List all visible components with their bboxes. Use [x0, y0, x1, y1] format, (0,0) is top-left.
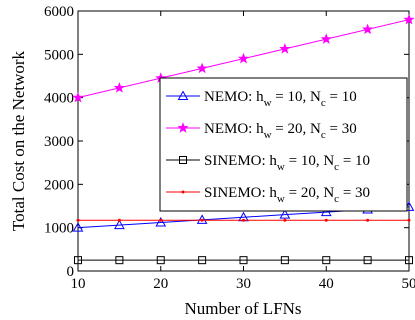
legend-entry: NEMO: hw = 10, Nc = 10 — [166, 89, 357, 109]
data-point — [363, 256, 372, 265]
legend-label: SINEMO: hw = 10, Nc = 10 — [204, 153, 370, 173]
data-point — [407, 218, 411, 222]
legend-text-part: SINEMO: h — [204, 153, 277, 169]
data-point — [196, 214, 208, 224]
data-point — [115, 256, 124, 265]
data-point — [159, 218, 163, 222]
data-point — [403, 13, 415, 25]
data-point — [237, 52, 250, 64]
data-point — [320, 33, 332, 44]
legend-text-part: = 30 — [339, 185, 370, 201]
legend-subscript: w — [264, 97, 272, 109]
data-point — [72, 222, 84, 232]
data-point — [117, 218, 121, 222]
legend-swatch-marker — [179, 156, 187, 164]
y-axis-label: Total Cost on the Network — [9, 50, 28, 231]
legend-swatch-marker — [177, 90, 189, 100]
data-point — [283, 218, 287, 222]
data-point — [239, 256, 248, 265]
legend-label: NEMO: hw = 20, Nc = 30 — [204, 121, 357, 141]
legend-text-part: = 20, N — [272, 121, 321, 137]
data-point — [155, 216, 167, 227]
data-point — [279, 43, 291, 54]
x-tick-label: 20 — [153, 276, 168, 292]
legend-text-part: = 30 — [326, 121, 357, 137]
legend-text-part: = 10, N — [272, 89, 321, 105]
legend-text-part: NEMO: h — [204, 89, 264, 105]
data-point — [280, 256, 289, 265]
data-point — [242, 218, 245, 222]
legend-entry: SINEMO: hw = 10, Nc = 10 — [166, 153, 370, 173]
data-point — [366, 218, 370, 222]
data-point — [74, 256, 82, 265]
legend-subscript: c — [334, 193, 339, 205]
data-point — [362, 23, 374, 35]
data-point — [200, 218, 204, 222]
legend-text-part: SINEMO: h — [204, 185, 277, 201]
data-point — [322, 256, 331, 265]
legend-subscript: w — [277, 161, 285, 173]
legend-text-part: = 20, N — [285, 185, 334, 201]
series-4 — [76, 218, 411, 222]
y-tick-label: 2000 — [44, 177, 74, 193]
x-axis-label: Number of LFNs — [184, 299, 301, 318]
data-point — [156, 256, 165, 265]
y-tick-label: 0 — [67, 264, 75, 280]
y-tick-label: 6000 — [44, 4, 74, 20]
legend-text-part: = 10, N — [285, 153, 334, 169]
legend-label: NEMO: hw = 10, Nc = 10 — [204, 89, 357, 109]
legend-subscript: w — [264, 129, 272, 141]
y-tick-label: 5000 — [44, 47, 74, 63]
data-point — [279, 209, 291, 219]
data-point — [113, 82, 125, 93]
series-2 — [72, 13, 415, 103]
legend-subscript: c — [321, 129, 326, 141]
legend-subscript: c — [321, 97, 326, 109]
data-point — [405, 256, 413, 265]
x-tick-label: 30 — [236, 276, 251, 292]
x-tick-label: 10 — [71, 276, 86, 292]
legend-entry: NEMO: hw = 20, Nc = 30 — [166, 121, 357, 141]
data-point — [198, 256, 207, 265]
x-tick-label: 40 — [319, 276, 334, 292]
legend-subscript: w — [277, 193, 285, 205]
data-point — [76, 218, 80, 222]
y-tick-label: 4000 — [44, 91, 74, 107]
legend-swatch-marker — [177, 122, 189, 133]
legend-box — [159, 77, 408, 212]
data-point — [320, 206, 332, 217]
data-point — [114, 219, 125, 230]
legend-text-part: NEMO: h — [204, 121, 264, 137]
legend-label: SINEMO: hw = 20, Nc = 30 — [204, 185, 370, 205]
data-point — [196, 62, 208, 74]
data-point — [324, 218, 328, 222]
y-tick-label: 3000 — [44, 134, 74, 150]
y-tick-label: 1000 — [44, 221, 74, 237]
legend-text-part: = 10 — [339, 153, 370, 169]
series-3 — [74, 256, 413, 265]
x-tick-label: 50 — [402, 276, 415, 292]
data-point — [72, 91, 84, 103]
legend-swatch-marker — [181, 190, 185, 194]
legend-text-part: = 10 — [326, 89, 357, 105]
legend-subscript: c — [334, 161, 339, 173]
legend-entry: SINEMO: hw = 20, Nc = 30 — [166, 185, 370, 205]
